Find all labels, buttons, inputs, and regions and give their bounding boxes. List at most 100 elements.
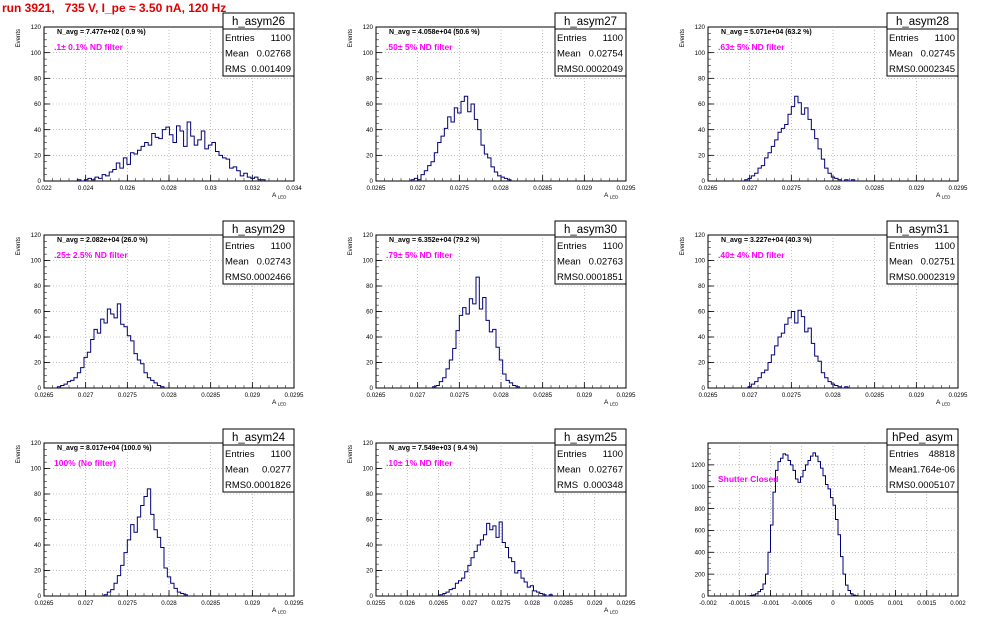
stats-key: RMS xyxy=(557,480,578,491)
x-tick-label: 0.0285 xyxy=(554,600,573,607)
stats-key: Mean xyxy=(557,257,581,268)
stats-title: h_asym29 xyxy=(232,224,285,236)
stats-value: 0.0001826 xyxy=(246,480,291,491)
panel-hPed_asym: -0.002 -0.0015 -0.001 -0.0005 0 0.0005 0.001 0.… xyxy=(691,428,966,607)
y-tick-label: 40 xyxy=(698,334,705,341)
y-tick-label: 40 xyxy=(34,334,41,341)
y-tick-label: 1200 xyxy=(691,462,705,469)
stats-key: RMS xyxy=(225,272,246,283)
stats-key: RMS xyxy=(557,272,578,283)
x-tick-label: 0.03 xyxy=(205,185,218,192)
x-tick-label: 0.028 xyxy=(825,185,841,192)
filter-label: .40± 4% ND filter xyxy=(718,250,785,260)
y-tick-label: 100 xyxy=(695,50,706,57)
x-tick-label: 0.0015 xyxy=(917,600,936,607)
y-tick-label: 100 xyxy=(31,258,42,265)
x-tick-label: 0.0285 xyxy=(533,392,552,399)
y-tick-label: 0 xyxy=(370,178,374,185)
x-axis-label: A LED xyxy=(604,399,619,407)
y-axis-label: Events xyxy=(16,237,22,255)
x-tick-label: 0.002 xyxy=(950,600,966,607)
y-tick-label: 120 xyxy=(31,24,42,31)
panel-h_asym31: 0.0265 0.027 0.0275 0.028 0.0285 0.029 0.0295 0… xyxy=(680,220,968,407)
x-tick-label: 0.028 xyxy=(493,392,509,399)
x-axis-label: A LED xyxy=(936,192,951,200)
stats-title: h_asym31 xyxy=(896,224,949,236)
stats-box xyxy=(886,220,959,285)
stats-title: h_asym28 xyxy=(896,16,949,28)
x-axis-label: A LED xyxy=(272,607,287,615)
x-tick-label: 0.0285 xyxy=(533,185,552,192)
x-tick-label: 0.0265 xyxy=(699,392,718,399)
y-tick-label: 60 xyxy=(366,101,373,108)
stats-key: Mean xyxy=(225,465,249,476)
x-tick-label: 0.026 xyxy=(120,185,136,192)
stats-value: 1100 xyxy=(271,241,291,252)
histogram-series xyxy=(744,95,856,182)
y-tick-label: 20 xyxy=(366,568,373,575)
navg-label: N_avg = 8.017e+04 (100.0 %) xyxy=(57,445,152,452)
x-tick-label: 0.029 xyxy=(245,600,261,607)
x-tick-label: 0.0265 xyxy=(699,185,718,192)
stats-value: 0.02743 xyxy=(257,257,291,268)
y-tick-label: 120 xyxy=(363,440,374,447)
y-tick-label: 60 xyxy=(366,517,373,524)
x-tick-label: 0.027 xyxy=(78,392,94,399)
x-tick-label: 0.0285 xyxy=(201,600,220,607)
x-tick-label: 0.0275 xyxy=(492,600,511,607)
y-tick-label: 20 xyxy=(34,360,41,367)
stats-value: 1100 xyxy=(271,33,291,44)
stats-value: 0.0002345 xyxy=(910,64,955,75)
stats-value: 0.0005107 xyxy=(910,480,955,491)
x-axis-label: A LED xyxy=(272,399,287,407)
y-tick-label: 60 xyxy=(698,101,705,108)
x-tick-label: 0.0275 xyxy=(118,392,137,399)
stats-box xyxy=(554,428,627,493)
x-tick-label: 0.027 xyxy=(742,185,758,192)
stats-value: 1100 xyxy=(935,241,955,252)
y-tick-label: 20 xyxy=(698,153,705,160)
histogram-series xyxy=(432,276,520,388)
y-tick-label: 40 xyxy=(366,542,373,549)
stats-key: Entries xyxy=(557,449,587,460)
x-tick-label: 0.028 xyxy=(493,185,509,192)
y-axis-label: Events xyxy=(16,29,22,47)
stats-value: 0.0002466 xyxy=(246,272,291,283)
histogram-series xyxy=(410,95,512,181)
stats-value: 1100 xyxy=(603,449,623,460)
x-tick-label: 0.0295 xyxy=(617,600,636,607)
stats-title: h_asym24 xyxy=(232,432,286,444)
y-tick-label: 40 xyxy=(698,127,705,134)
x-tick-label: 0.029 xyxy=(909,185,925,192)
y-tick-label: 80 xyxy=(698,283,705,290)
y-tick-label: 0 xyxy=(38,593,42,600)
stats-key: RMS xyxy=(557,64,578,75)
y-tick-label: 100 xyxy=(363,258,374,265)
y-tick-label: 100 xyxy=(31,50,42,57)
panel-h_asym27: 0.0265 0.027 0.0275 0.028 0.0285 0.029 0.0295 0… xyxy=(348,12,636,200)
stats-key: Mean xyxy=(557,465,581,476)
stats-value: 1100 xyxy=(935,33,955,44)
stats-value: 0.02768 xyxy=(257,49,291,60)
y-tick-label: 20 xyxy=(34,153,41,160)
x-tick-label: 0.022 xyxy=(36,185,52,192)
y-tick-label: 120 xyxy=(363,24,374,31)
y-tick-label: 100 xyxy=(695,258,706,265)
run-title: run 3921, 735 V, I_pe ≈ 3.50 nA, 120 Hz xyxy=(2,1,227,15)
navg-label: N_avg = 7.549e+03 ( 9.4 %) xyxy=(389,445,478,452)
y-tick-label: 60 xyxy=(366,309,373,316)
x-tick-label: 0 xyxy=(831,600,835,607)
panel-h_asym30: 0.0265 0.027 0.0275 0.028 0.0285 0.029 0.0295 0… xyxy=(348,220,636,407)
x-tick-label: 0.0275 xyxy=(782,392,801,399)
x-tick-label: 0.0275 xyxy=(782,185,801,192)
navg-label: N_avg = 6.352e+04 (79.2 %) xyxy=(389,237,480,244)
y-tick-label: 20 xyxy=(366,153,373,160)
y-tick-label: 600 xyxy=(695,528,706,535)
x-tick-label: 0.0295 xyxy=(949,392,968,399)
stats-title: h_asym30 xyxy=(564,224,617,236)
stats-key: RMS xyxy=(889,64,910,75)
x-tick-label: 0.027 xyxy=(410,392,426,399)
panel-h_asym26: 0.022 0.024 0.026 0.028 0.03 0.032 0.034 0 20 40 6… xyxy=(16,12,302,200)
stats-key: RMS xyxy=(225,64,246,75)
